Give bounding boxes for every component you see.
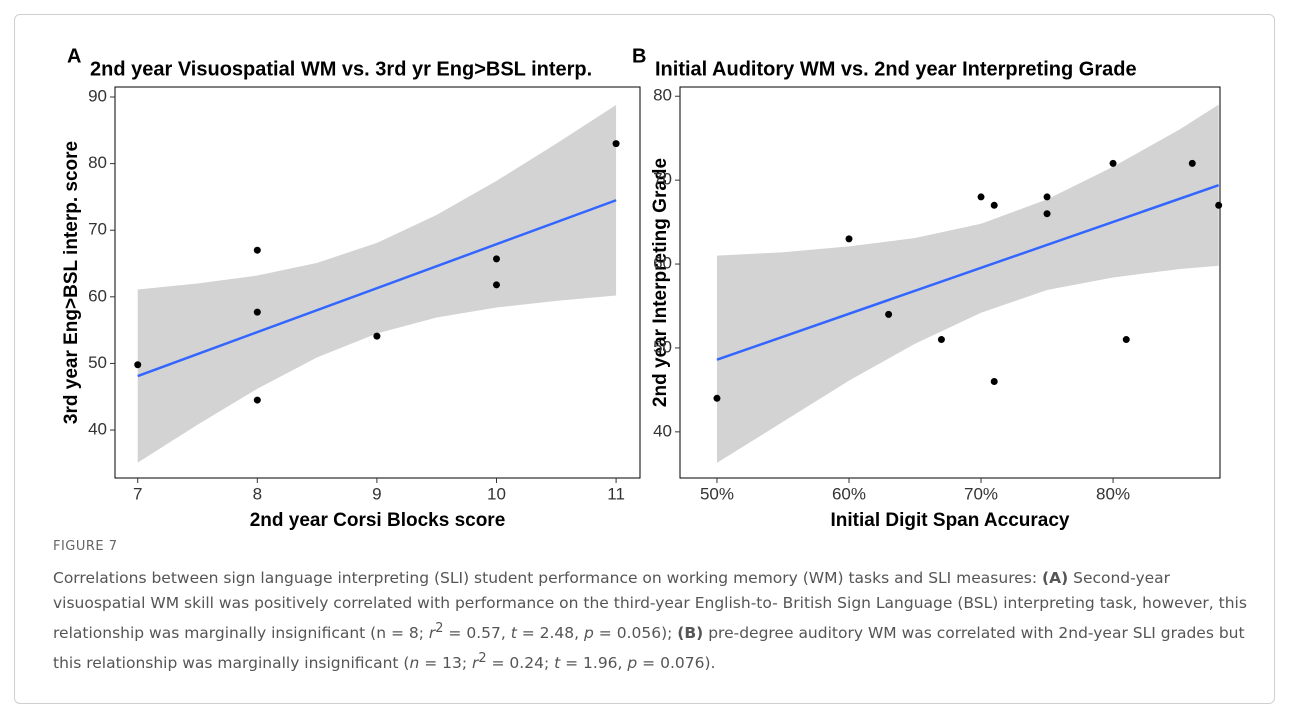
y-tick-label: 70 [653,170,672,189]
x-tick-label: 60% [832,484,866,503]
caption-text: = 0.076). [637,654,716,673]
x-tick-label: 70% [964,484,998,503]
regression-line [137,199,617,378]
data-point [1122,336,1130,344]
y-tick-label: 80 [88,153,107,172]
y-tick-label: 40 [88,420,107,439]
chart-title: 2nd year Visuospatial WM vs. 3rd yr Eng>… [90,58,592,80]
x-tick-label: 11 [607,484,625,503]
caption-text: (B) [677,624,704,643]
data-point [937,336,945,344]
figure-label: FIGURE 7 [53,539,118,554]
data-point [990,201,998,209]
confidence-band [716,104,1219,463]
data-point [713,394,721,402]
caption-text: = 0.57, [443,624,511,643]
y-tick-label: 50 [88,353,107,372]
x-axis-title: Initial Digit Span Accuracy [831,510,1070,530]
x-tick-label: 8 [253,484,262,503]
chart-title: Initial Auditory WM vs. 2nd year Interpr… [655,58,1137,80]
x-tick-label: 50% [700,484,734,503]
data-point [612,140,620,148]
plot-border [679,86,1221,479]
y-tick-label: 60 [88,286,107,305]
y-tick-label: 60 [653,254,672,273]
caption-text: = 13; [419,654,472,673]
panel-label: A [67,45,81,67]
caption-text: n [409,654,420,673]
data-point [885,310,893,318]
data-point [373,332,381,340]
data-point [1043,193,1051,201]
data-point [977,193,985,201]
x-tick-label: 9 [372,484,381,503]
y-tick-label: 70 [88,220,107,239]
caption-text: t [510,624,517,643]
data-point [492,255,500,263]
data-point [253,308,261,316]
data-point [845,235,853,243]
caption-text: p [627,654,638,673]
caption-text: t [554,654,561,673]
y-axis-title: 2nd year Interpreting Grade [650,158,671,407]
data-point [1109,159,1117,167]
data-point [1188,159,1196,167]
regression-line [716,183,1220,361]
caption-text: = 0.24; [486,654,555,673]
caption-text: = 1.96, [560,654,628,673]
caption-text: p [584,624,594,643]
data-point [990,378,998,386]
panel-label: B [632,45,646,67]
caption-text: (A) [1042,569,1069,587]
caption-text: 2 [435,621,444,636]
y-tick-label: 50 [653,337,672,356]
caption-text: = 2.48, [516,624,585,643]
page: A 2nd year Visuospatial WM vs. 3rd yr Eng… [14,14,1275,704]
caption-text: = 0.056); [593,624,678,643]
caption-text: Correlations between sign language inter… [53,569,1042,587]
confidence-band [137,104,617,463]
x-axis-title: 2nd year Corsi Blocks score [250,510,506,530]
caption: Correlations between sign language inter… [53,566,1253,676]
data-point [253,246,261,254]
y-tick-label: 90 [88,86,107,105]
data-point [1043,210,1051,218]
y-tick-label: 80 [653,86,672,105]
data-point [134,361,142,369]
caption-text: 2 [478,651,487,667]
data-point [253,396,261,404]
x-tick-label: 10 [487,484,506,503]
caption-text: Second-year visuospatial WM skill was po… [53,569,1252,643]
plot-border [114,86,641,479]
x-tick-label: 80% [1096,484,1130,503]
caption-text: r [428,624,436,643]
figure: A 2nd year Visuospatial WM vs. 3rd yr Eng… [61,45,1223,530]
caption-text: r [472,654,479,673]
caption-text: pre-degree auditory WM was correlated wi… [53,624,1250,673]
y-axis-title: 3rd year Eng>BSL interp. score [61,141,82,424]
x-tick-label: 7 [133,484,142,503]
y-tick-label: 40 [653,421,672,440]
data-point [492,281,500,289]
data-point [1215,201,1223,209]
